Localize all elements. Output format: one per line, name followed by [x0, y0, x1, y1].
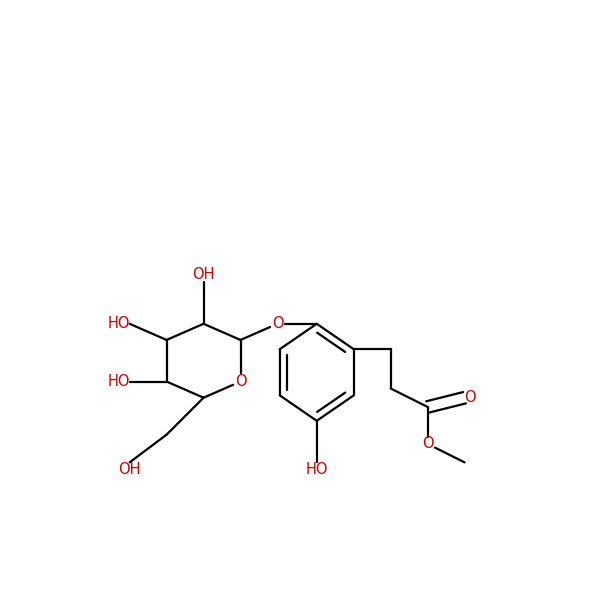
Text: O: O: [235, 374, 247, 389]
Text: O: O: [272, 316, 283, 331]
Text: O: O: [464, 390, 476, 405]
Text: HO: HO: [107, 374, 130, 389]
Text: OH: OH: [118, 463, 141, 478]
Text: OH: OH: [193, 267, 215, 282]
Text: HO: HO: [305, 463, 328, 478]
Text: O: O: [422, 436, 433, 451]
Text: HO: HO: [107, 316, 130, 331]
